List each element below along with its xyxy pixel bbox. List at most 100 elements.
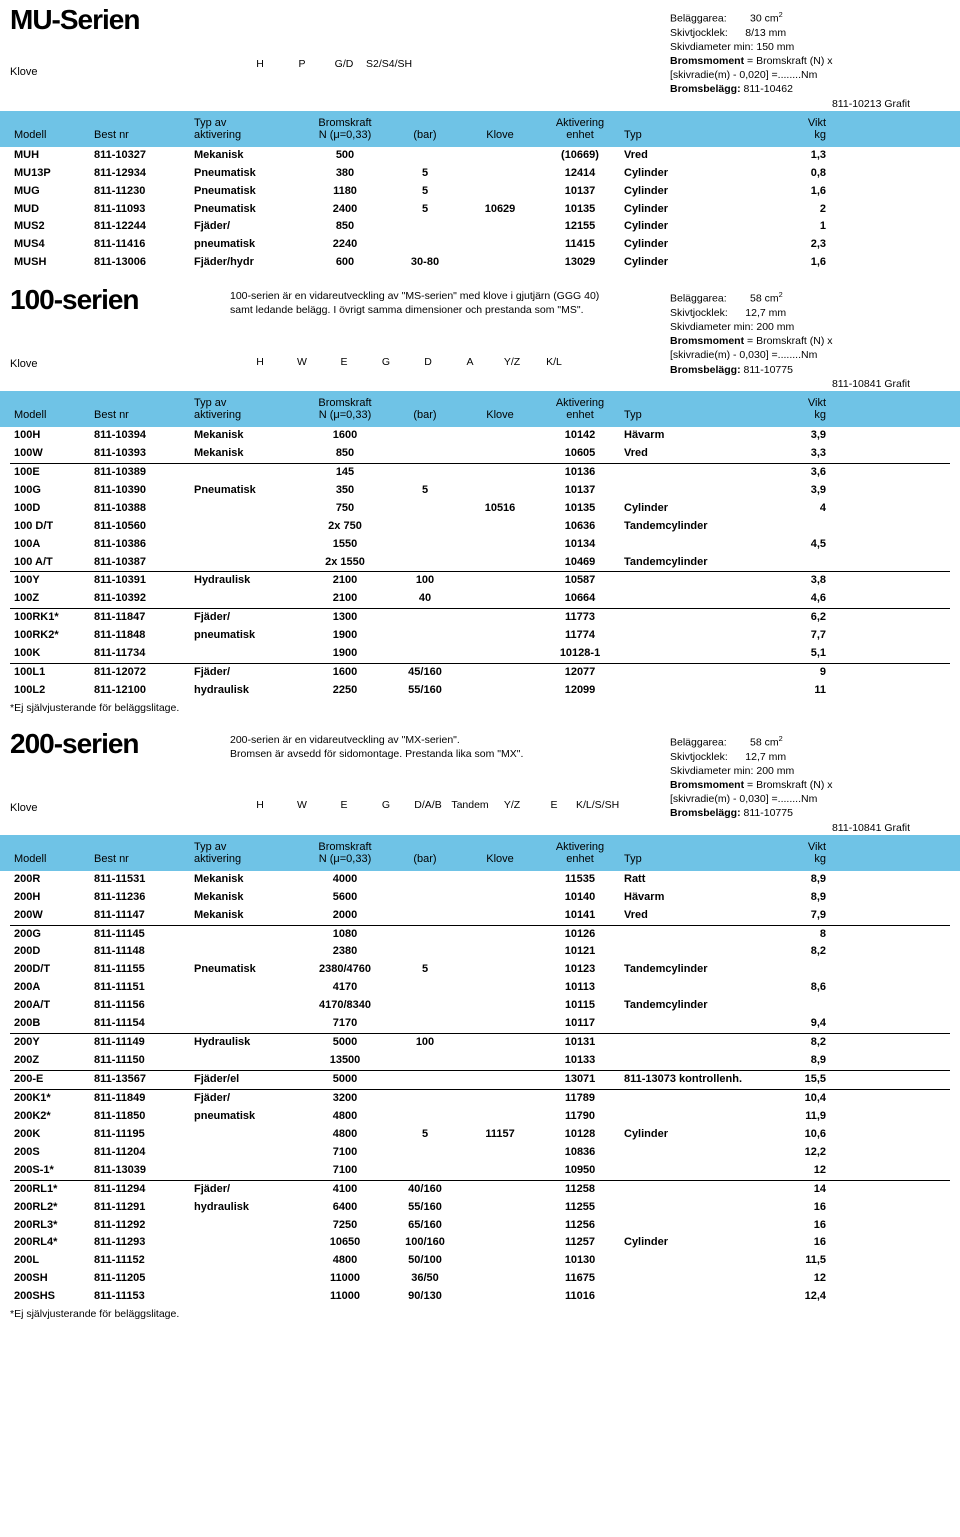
table-cell (460, 1270, 540, 1288)
s100-spec-box: Beläggarea: 58 cm2 Skivtjocklek: 12,7 mm… (670, 284, 950, 391)
table-cell (460, 997, 540, 1015)
table-cell: 2x 1550 (300, 554, 390, 572)
table-cell: 13029 (540, 254, 620, 272)
table-cell: 811-11848 (90, 627, 190, 645)
table-cell (460, 871, 540, 889)
table-cell (460, 926, 540, 944)
table-cell: Fjäder/ (190, 1181, 300, 1199)
table-cell: 1,3 (770, 147, 830, 165)
table-cell: 10137 (540, 482, 620, 500)
table-cell: 13071 (540, 1071, 620, 1089)
table-cell: Fjäder/ (190, 218, 300, 236)
table-row: 100 A/T811-103872x 155010469Tandemcylind… (10, 554, 950, 572)
table-cell (460, 445, 540, 463)
table-cell: 200B (10, 1015, 90, 1033)
table-cell: 10137 (540, 183, 620, 201)
table-cell (460, 889, 540, 907)
s200-footnote: *Ej självjusterande för beläggslitage. (0, 1306, 960, 1322)
table-cell: 8,6 (770, 979, 830, 997)
table-cell: 16 (770, 1199, 830, 1217)
table-cell (620, 943, 770, 961)
table-cell (390, 926, 460, 944)
table-cell (620, 1288, 770, 1306)
table-cell: Mekanisk (190, 147, 300, 165)
table-cell (620, 1034, 770, 1052)
table-cell: 5600 (300, 889, 390, 907)
table-cell (770, 997, 830, 1015)
actuator-label: G (366, 799, 406, 811)
table-cell: 200L (10, 1252, 90, 1270)
table-row: 100RK1*811-11847Fjäder/1300117736,2 (10, 608, 950, 627)
table-cell (620, 682, 770, 700)
table-cell: MUH (10, 147, 90, 165)
table-cell (190, 1162, 300, 1180)
table-cell: 5 (390, 961, 460, 979)
table-cell: 750 (300, 500, 390, 518)
actuator-label: G (366, 356, 406, 368)
actuator-label: Tandem (450, 799, 490, 811)
table-cell: 811-10392 (90, 590, 190, 608)
table-cell: Vred (620, 445, 770, 463)
table-cell: 811-11531 (90, 871, 190, 889)
table-cell: 200K2* (10, 1108, 90, 1126)
table-cell: Mekanisk (190, 907, 300, 925)
table-cell (620, 590, 770, 608)
table-row: MUD811-11093Pneumatisk240051062910135Cyl… (10, 201, 950, 219)
table-cell: 4 (770, 500, 830, 518)
table-cell: 1 (770, 218, 830, 236)
table-cell (190, 1252, 300, 1270)
table-cell (620, 1217, 770, 1235)
table-cell (460, 907, 540, 925)
table-cell: pneumatisk (190, 627, 300, 645)
table-cell: 7170 (300, 1015, 390, 1033)
table-cell (190, 979, 300, 997)
table-cell (460, 961, 540, 979)
actuator-label: H (240, 58, 280, 70)
table-cell: 10135 (540, 500, 620, 518)
table-cell: 3200 (300, 1090, 390, 1108)
table-cell: 811-11291 (90, 1199, 190, 1217)
table-cell: Tandemcylinder (620, 518, 770, 536)
table-cell: Cylinder (620, 236, 770, 254)
table-row: 100L1811-12072Fjäder/160045/160120779 (10, 663, 950, 682)
table-cell (190, 1015, 300, 1033)
table-cell (460, 979, 540, 997)
table-cell: Tandemcylinder (620, 997, 770, 1015)
table-cell: 1300 (300, 609, 390, 627)
table-cell: 811-11156 (90, 997, 190, 1015)
table-cell: 811-11147 (90, 907, 190, 925)
table-cell: 4,5 (770, 536, 830, 554)
s200-actuator-row: HWEGD/A/BTandemY/ZEK/L/S/SH (230, 799, 620, 815)
table-cell: 10130 (540, 1252, 620, 1270)
table-cell: 8,2 (770, 1034, 830, 1052)
table-cell: Hydraulisk (190, 1034, 300, 1052)
table-cell: 200RL3* (10, 1217, 90, 1235)
table-cell: MUS2 (10, 218, 90, 236)
table-row: 100H811-10394Mekanisk160010142Hävarm3,9 (10, 427, 950, 445)
table-row: MUG811-11230Pneumatisk1180510137Cylinder… (10, 183, 950, 201)
s100-section: 100-serien Klove 100-serien är en vidare… (0, 280, 960, 716)
table-cell: 811-10390 (90, 482, 190, 500)
table-row: 100G811-10390Pneumatisk3505101373,9 (10, 482, 950, 500)
table-cell (460, 536, 540, 554)
table-cell (190, 464, 300, 482)
s100-table-header: Modell Best nr Typ avaktivering Bromskra… (0, 391, 960, 427)
table-cell (620, 1015, 770, 1033)
table-row: 100 D/T811-105602x 75010636Tandemcylinde… (10, 518, 950, 536)
actuator-label: W (282, 799, 322, 811)
table-cell: 200K1* (10, 1090, 90, 1108)
table-cell: 10115 (540, 997, 620, 1015)
table-cell (190, 518, 300, 536)
table-cell: 100L1 (10, 664, 90, 682)
table-cell: Mekanisk (190, 445, 300, 463)
table-cell: 1180 (300, 183, 390, 201)
table-cell: 8 (770, 926, 830, 944)
table-cell: 7,7 (770, 627, 830, 645)
table-cell: 2380/4760 (300, 961, 390, 979)
table-cell: Pneumatisk (190, 165, 300, 183)
table-cell: MUSH (10, 254, 90, 272)
table-cell (620, 979, 770, 997)
table-cell: 2400 (300, 201, 390, 219)
table-cell: 9,4 (770, 1015, 830, 1033)
table-row: 100K811-11734190010128-15,1 (10, 645, 950, 663)
